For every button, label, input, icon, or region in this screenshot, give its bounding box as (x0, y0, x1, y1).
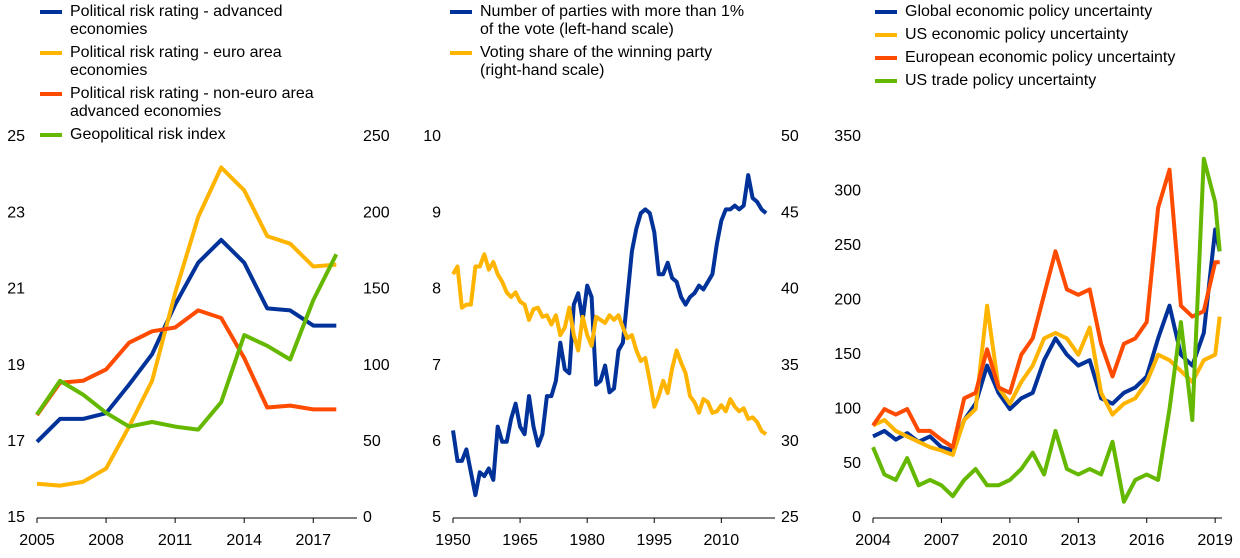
x-tick-label: 2017 (295, 532, 331, 549)
x-tick-label: 1950 (435, 532, 471, 549)
y-tick-label: 10 (423, 128, 441, 145)
y-tick-label: 200 (834, 292, 861, 309)
series-line (35, 237, 337, 444)
x-tick-label: 2011 (158, 532, 193, 549)
x-tick-label: 2014 (226, 532, 262, 549)
y2-tick-label: 50 (363, 433, 381, 450)
x-tick-label: 2016 (1129, 532, 1165, 549)
x-tick-label: 1995 (636, 532, 672, 549)
y-tick-label: 8 (432, 281, 441, 298)
legend-entry: Political risk rating - euro area econom… (40, 44, 340, 80)
legend-label: US trade policy uncertainty (905, 72, 1097, 89)
series-line (36, 165, 337, 488)
legend-swatch (450, 51, 472, 55)
x-tick-label: 2010 (992, 532, 1028, 549)
y2-tick-label: 250 (363, 128, 390, 145)
x-tick-label: 1965 (502, 532, 538, 549)
y-tick-label: 250 (834, 237, 861, 254)
y2-tick-label: 35 (781, 357, 799, 374)
legend: Number of parties with more than 1% of t… (450, 3, 750, 85)
legend-swatch (450, 10, 472, 14)
legend-label: US economic policy uncertainty (905, 26, 1129, 43)
legend-label: Political risk rating - euro area econom… (70, 44, 282, 79)
y2-tick-label: 40 (781, 281, 799, 298)
series-line (872, 303, 1222, 457)
legend-swatch (40, 92, 62, 96)
series-line (871, 167, 1220, 450)
y2-tick-label: 100 (363, 357, 390, 374)
legend-entry: Number of parties with more than 1% of t… (450, 3, 750, 39)
y-tick-label: 15 (7, 509, 25, 526)
legend-label: Number of parties with more than 1% of t… (480, 3, 745, 38)
legend-swatch (875, 56, 897, 60)
legend-swatch (40, 51, 62, 55)
series-line (871, 156, 1222, 504)
legend-label: Political risk rating - advanced economi… (70, 3, 283, 38)
y2-tick-label: 200 (363, 204, 390, 221)
y-tick-label: 50 (843, 455, 861, 472)
y2-tick-label: 45 (781, 204, 799, 221)
series-line (35, 308, 337, 417)
legend-swatch (875, 10, 897, 14)
legend: Global economic policy uncertainty US eco… (875, 3, 1205, 95)
legend-entry: US economic policy uncertainty (875, 26, 1205, 44)
legend-entry: Global economic policy uncertainty (875, 3, 1205, 21)
y2-tick-label: 0 (363, 509, 372, 526)
y2-tick-label: 30 (781, 433, 799, 450)
y-tick-label: 23 (7, 204, 25, 221)
y-tick-label: 300 (834, 183, 861, 200)
y2-tick-label: 25 (781, 509, 799, 526)
y-tick-label: 6 (432, 433, 441, 450)
legend-entry: Geopolitical risk index (40, 126, 340, 144)
legend-swatch (40, 10, 62, 14)
y-tick-label: 350 (834, 128, 861, 145)
y-tick-label: 150 (834, 346, 861, 363)
y-tick-label: 7 (432, 357, 441, 374)
legend-entry: European economic policy uncertainty (875, 49, 1205, 67)
legend-entry: Political risk rating - non-euro area ad… (40, 85, 345, 121)
x-tick-label: 2010 (704, 532, 740, 549)
y-tick-label: 100 (834, 400, 861, 417)
y-tick-label: 5 (432, 509, 441, 526)
series-line (451, 173, 768, 498)
legend-entry: Political risk rating - advanced economi… (40, 3, 340, 39)
x-tick-label: 2005 (19, 532, 55, 549)
x-tick-label: 2013 (1060, 532, 1096, 549)
legend-label: Geopolitical risk index (70, 126, 226, 143)
y-tick-label: 17 (7, 433, 25, 450)
y-tick-label: 19 (7, 357, 25, 374)
y-tick-label: 25 (7, 128, 25, 145)
legend-label: European economic policy uncertainty (905, 49, 1176, 66)
series-line (35, 253, 339, 432)
x-tick-label: 2007 (924, 532, 960, 549)
legend-swatch (40, 133, 62, 137)
series-line (451, 252, 768, 436)
x-tick-label: 2019 (1197, 532, 1233, 549)
y-tick-label: 9 (432, 204, 441, 221)
legend-label: Global economic policy uncertainty (905, 3, 1153, 20)
legend-swatch (875, 33, 897, 37)
series-line (872, 227, 1222, 453)
y2-tick-label: 150 (363, 281, 390, 298)
legend: Political risk rating - advanced economi… (40, 3, 340, 149)
legend-label: Voting share of the winning party (right… (480, 44, 713, 79)
legend-swatch (875, 79, 897, 83)
y-tick-label: 21 (7, 281, 25, 298)
x-tick-label: 1980 (569, 532, 605, 549)
x-tick-label: 2008 (88, 532, 124, 549)
legend-entry: US trade policy uncertainty (875, 72, 1205, 90)
legend-entry: Voting share of the winning party (right… (450, 44, 750, 80)
legend-label: Political risk rating - non-euro area ad… (70, 85, 314, 120)
x-tick-label: 2004 (855, 532, 891, 549)
y2-tick-label: 50 (781, 128, 799, 145)
y-tick-label: 0 (852, 509, 861, 526)
